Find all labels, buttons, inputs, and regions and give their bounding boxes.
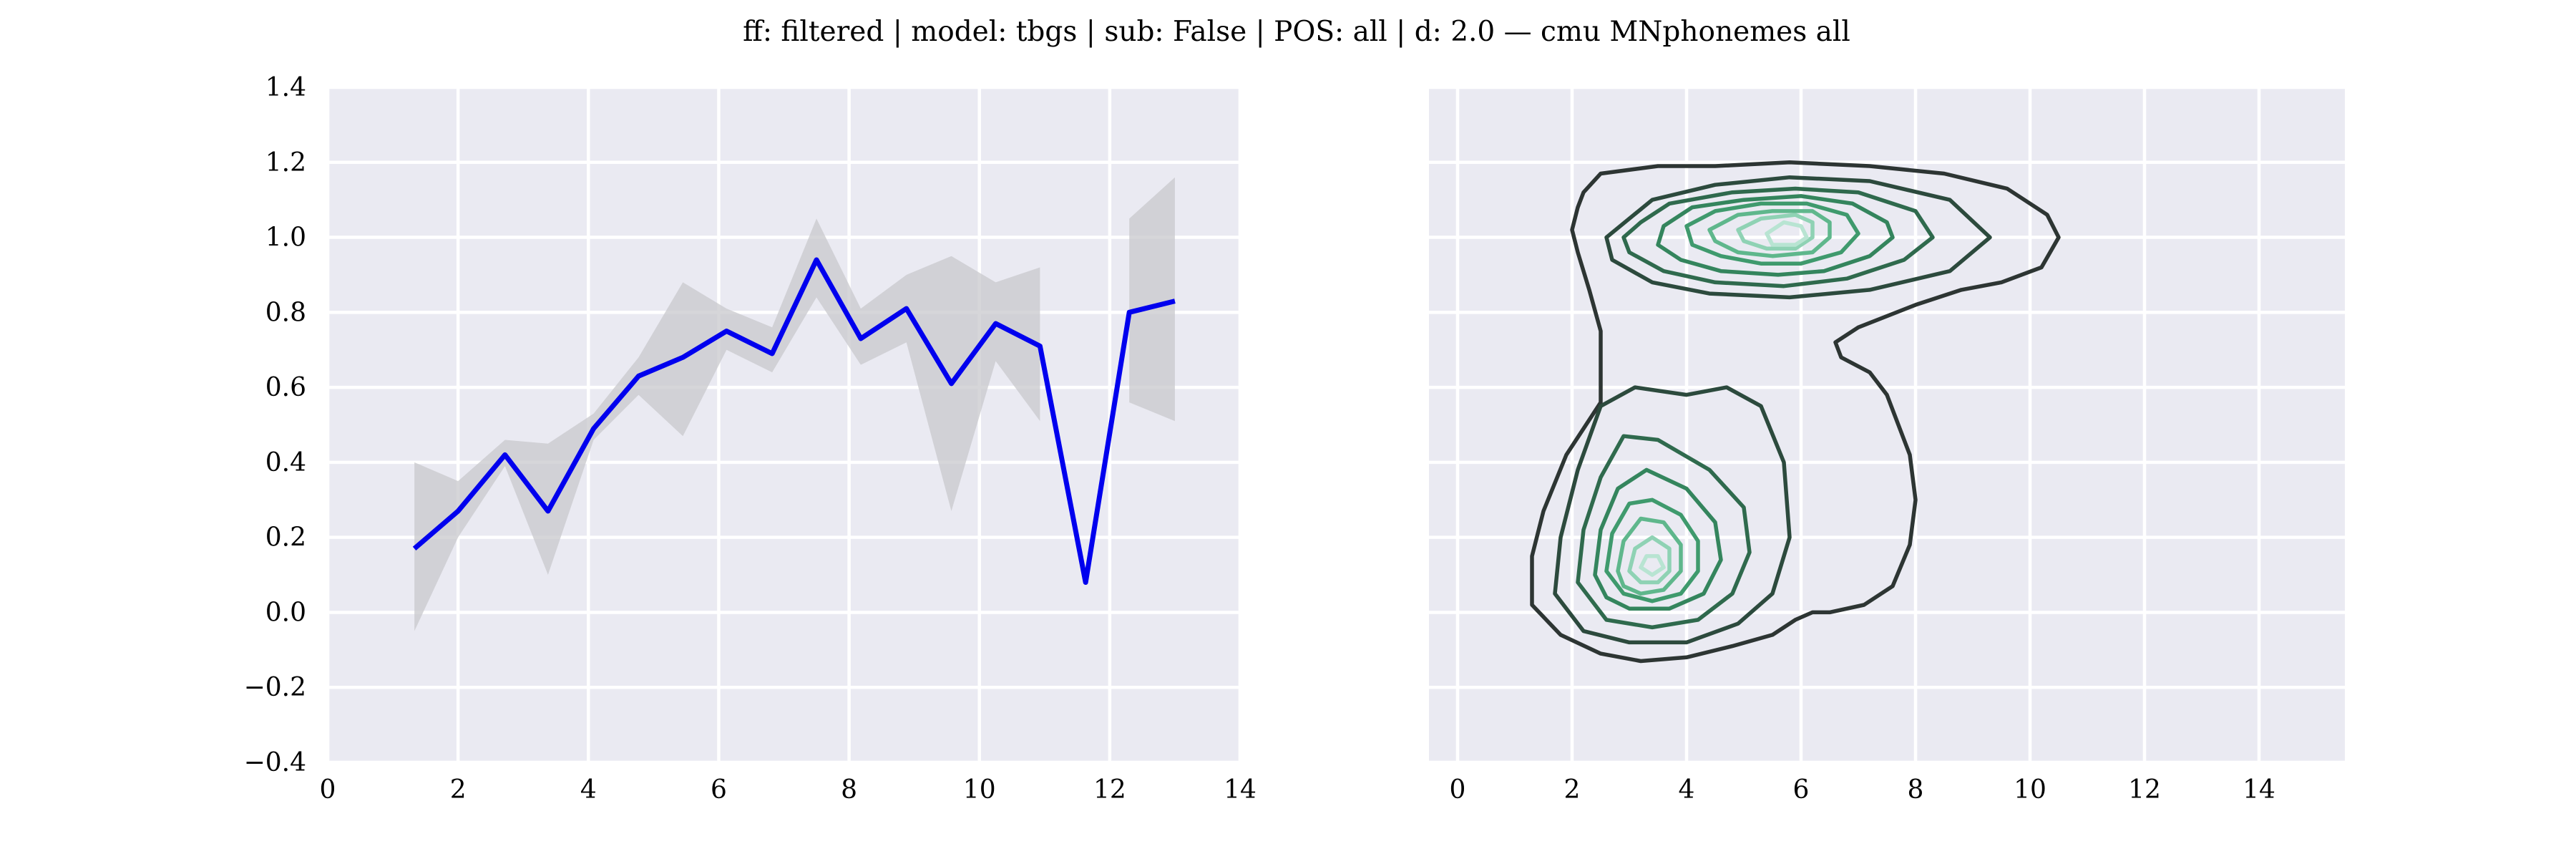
x-tick-label: 8 [841,775,857,805]
contour-upper-cluster [1707,209,1832,258]
y-tick-label: 1.0 [265,223,306,253]
x-tick-label: 2 [1564,775,1581,805]
y-tick-label: 0.2 [265,523,306,553]
right-plot-background [1429,87,2345,762]
x-tick-label: 14 [1224,775,1257,805]
x-tick-label: 8 [1908,775,1924,805]
confidence-band-segment [1129,177,1175,422]
right-tick-labels: 0 2 4 6 8 10 12 14 [1450,775,2275,805]
y-tick-label: −0.4 [244,748,306,777]
left-tick-labels: 0 2 4 6 8 10 12 14 −0.4 −0.2 0.0 0.2 0.4 0.6 0.8 1.0 1.2… [244,73,1257,805]
x-tick-label: 12 [1093,775,1126,805]
y-tick-label: 0.4 [265,448,306,477]
x-tick-label: 4 [1679,775,1695,805]
left-grid [326,85,1242,765]
y-tick-label: 1.4 [265,73,306,102]
y-tick-label: −0.2 [244,673,306,702]
contour-outer [1530,160,2061,664]
kde-contours [1530,160,2061,664]
figure-title: ff: filtered | model: tbgs | sub: False … [743,16,1850,48]
y-tick-label: 0.0 [265,598,306,627]
y-tick-label: 1.2 [265,148,306,178]
y-tick-label: 0.6 [265,373,306,402]
left-line-chart: 0 2 4 6 8 10 12 14 −0.4 −0.2 0.0 0.2 0.4 0.6 0.8 1.0 1.2… [244,73,1257,805]
x-tick-label: 10 [2014,775,2046,805]
x-tick-label: 14 [2243,775,2275,805]
contour-lower-cluster [1553,385,1792,645]
contour-upper-cluster [1656,194,1895,277]
contour-lower-cluster [1593,467,1723,611]
y-tick-label: 0.8 [265,298,306,327]
contour-lower-cluster [1627,535,1672,585]
x-tick-label: 10 [963,775,996,805]
x-tick-label: 6 [711,775,727,805]
contour-upper-cluster [1684,201,1860,266]
right-grid [1429,85,2345,765]
x-tick-label: 6 [1793,775,1810,805]
contour-lower-cluster [1604,498,1700,603]
contour-lower-cluster [1639,554,1666,577]
right-kde-chart: 0 2 4 6 8 10 12 14 [1429,85,2345,805]
x-tick-label: 4 [580,775,597,805]
left-plot-background [328,87,1240,762]
x-tick-label: 12 [2128,775,2161,805]
contour-upper-cluster [1765,220,1809,247]
contour-lower-cluster [1616,516,1683,596]
x-tick-label: 0 [320,775,336,805]
x-tick-label: 2 [450,775,467,805]
contour-lower-cluster [1576,434,1752,630]
contour-upper-cluster [1604,175,1992,300]
mean-line [412,257,1176,586]
x-tick-label: 0 [1450,775,1466,805]
contour-upper-cluster [1736,213,1815,251]
contour-upper-cluster [1621,186,1935,288]
